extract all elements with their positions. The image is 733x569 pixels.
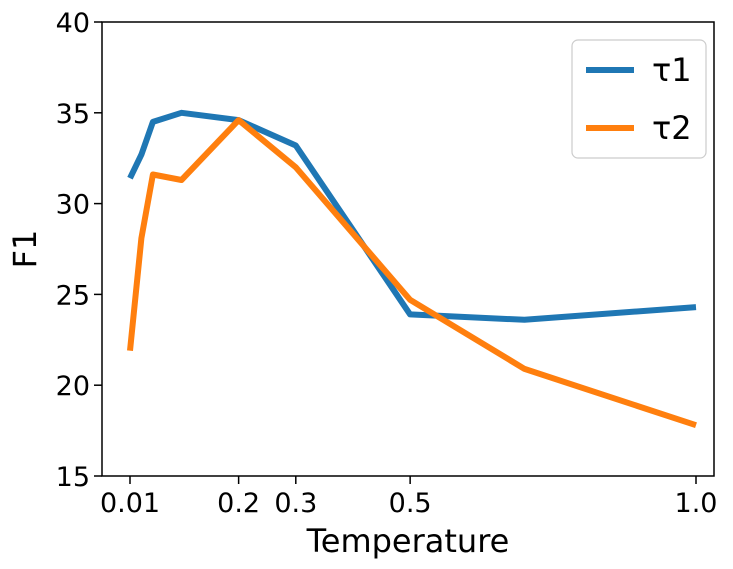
y-tick-label: 30 bbox=[56, 190, 90, 221]
y-tick-label: 20 bbox=[56, 371, 90, 402]
x-tick-label: 0.01 bbox=[100, 488, 160, 519]
legend: τ1 τ2 bbox=[571, 39, 707, 159]
plot-frame bbox=[101, 21, 715, 477]
series-lines bbox=[127, 109, 697, 429]
legend-label: τ2 bbox=[652, 109, 692, 147]
series-line-2 bbox=[127, 117, 697, 429]
legend-label: τ1 bbox=[652, 51, 692, 89]
x-tick-label: 0.2 bbox=[217, 488, 260, 519]
y-axis-label: F1 bbox=[6, 230, 44, 269]
x-ticks: 0.01 0.2 0.3 0.5 1.0 bbox=[100, 476, 718, 519]
axes bbox=[101, 21, 715, 477]
x-tick-label: 1.0 bbox=[675, 488, 718, 519]
y-tick-label: 15 bbox=[56, 462, 90, 493]
x-tick-label: 0.3 bbox=[274, 488, 317, 519]
y-tick-label: 40 bbox=[56, 8, 90, 39]
y-ticks: 15 20 25 30 35 40 bbox=[56, 8, 102, 493]
x-axis-label: Temperature bbox=[306, 522, 510, 560]
y-tick-label: 25 bbox=[56, 280, 90, 311]
x-tick-label: 0.5 bbox=[389, 488, 432, 519]
y-tick-label: 35 bbox=[56, 99, 90, 130]
